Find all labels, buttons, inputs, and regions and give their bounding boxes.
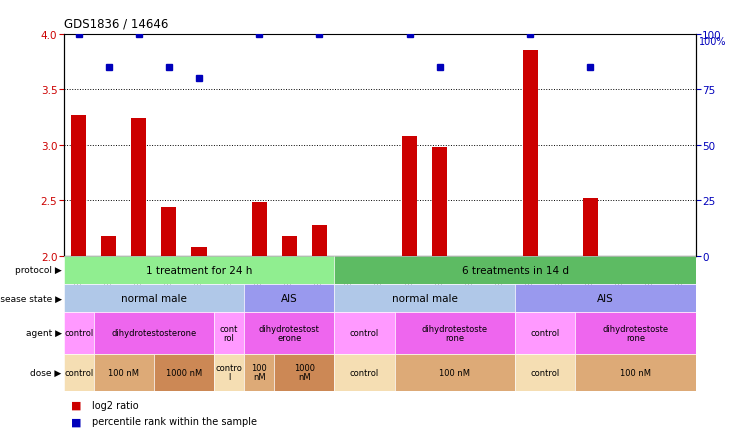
Text: disease state ▶: disease state ▶ — [0, 294, 61, 303]
Bar — [395, 354, 515, 391]
Text: GDS1836 / 14646: GDS1836 / 14646 — [64, 17, 168, 30]
Text: dihydrotestoste
rone: dihydrotestoste rone — [422, 324, 488, 342]
Text: percentile rank within the sample: percentile rank within the sample — [92, 417, 257, 427]
Text: control: control — [350, 368, 379, 377]
Text: control: control — [350, 329, 379, 338]
Bar — [275, 354, 334, 391]
Bar — [191, 247, 206, 256]
Bar — [244, 312, 334, 354]
Text: 1000 nM: 1000 nM — [166, 368, 202, 377]
Text: normal male: normal male — [121, 293, 187, 303]
Text: ■: ■ — [71, 400, 82, 410]
Bar — [334, 256, 696, 284]
Bar — [64, 312, 94, 354]
Text: control: control — [530, 368, 560, 377]
Bar — [515, 312, 575, 354]
Text: contro
l: contro l — [215, 363, 242, 381]
Text: 6 treatments in 14 d: 6 treatments in 14 d — [462, 265, 568, 275]
Bar — [334, 312, 395, 354]
Bar — [575, 312, 696, 354]
Bar — [395, 312, 515, 354]
Text: ■: ■ — [71, 417, 82, 427]
Text: AIS: AIS — [597, 293, 613, 303]
Bar — [432, 148, 447, 256]
Bar — [64, 284, 244, 312]
Bar — [64, 256, 334, 284]
Bar — [282, 236, 297, 256]
Bar — [251, 203, 267, 256]
Bar — [154, 354, 214, 391]
Text: protocol ▶: protocol ▶ — [15, 266, 61, 275]
Bar — [214, 354, 244, 391]
Text: agent ▶: agent ▶ — [25, 329, 61, 338]
Bar — [214, 312, 244, 354]
Bar — [71, 115, 86, 256]
Text: cont
rol: cont rol — [220, 324, 239, 342]
Text: dose ▶: dose ▶ — [31, 368, 61, 377]
Text: 100 nM: 100 nM — [108, 368, 139, 377]
Text: control: control — [64, 368, 94, 377]
Bar — [583, 198, 598, 256]
Bar — [64, 354, 94, 391]
Bar — [402, 137, 417, 256]
Bar — [515, 284, 696, 312]
Bar — [334, 354, 395, 391]
Bar — [132, 119, 147, 256]
Text: dihydrotestosterone: dihydrotestosterone — [111, 329, 197, 338]
Text: control: control — [530, 329, 560, 338]
Bar — [162, 207, 177, 256]
Bar — [101, 236, 116, 256]
Bar — [515, 354, 575, 391]
Text: 100%: 100% — [699, 37, 727, 47]
Text: dihydrotestost
erone: dihydrotestost erone — [259, 324, 319, 342]
Bar — [244, 354, 275, 391]
Text: dihydrotestoste
rone: dihydrotestoste rone — [602, 324, 669, 342]
Bar — [312, 225, 327, 256]
Text: normal male: normal male — [392, 293, 458, 303]
Text: 100 nM: 100 nM — [439, 368, 470, 377]
Bar — [94, 354, 154, 391]
Bar — [523, 51, 538, 256]
Text: AIS: AIS — [281, 293, 298, 303]
Bar — [94, 312, 214, 354]
Bar — [334, 284, 515, 312]
Text: log2 ratio: log2 ratio — [92, 400, 138, 410]
Text: 100 nM: 100 nM — [620, 368, 651, 377]
Text: control: control — [64, 329, 94, 338]
Text: 1 treatment for 24 h: 1 treatment for 24 h — [146, 265, 252, 275]
Text: 100
nM: 100 nM — [251, 363, 267, 381]
Bar — [575, 354, 696, 391]
Text: 1000
nM: 1000 nM — [294, 363, 315, 381]
Bar — [244, 284, 334, 312]
